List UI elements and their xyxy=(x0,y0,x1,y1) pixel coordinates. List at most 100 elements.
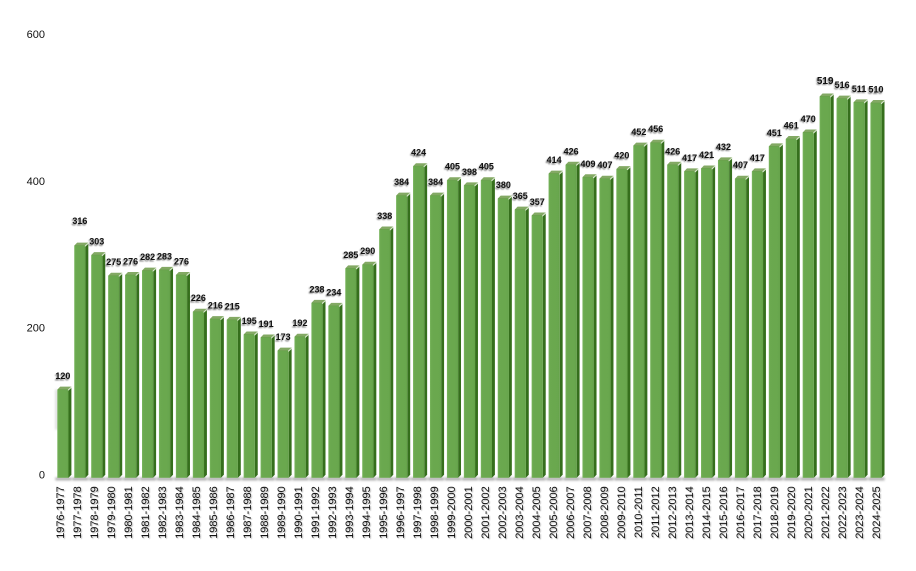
svg-text:407: 407 xyxy=(597,160,612,170)
svg-text:2004-2005: 2004-2005 xyxy=(531,486,543,539)
svg-text:456: 456 xyxy=(648,124,663,134)
svg-text:432: 432 xyxy=(716,142,731,152)
svg-text:511: 511 xyxy=(852,84,867,94)
svg-text:600: 600 xyxy=(27,29,45,41)
svg-text:365: 365 xyxy=(513,191,528,201)
svg-text:285: 285 xyxy=(343,250,358,260)
svg-text:1987-1988: 1987-1988 xyxy=(242,486,254,539)
svg-text:2009-2010: 2009-2010 xyxy=(616,486,628,539)
svg-text:2008-2009: 2008-2009 xyxy=(599,486,611,539)
svg-text:470: 470 xyxy=(801,114,816,124)
svg-text:2013-2014: 2013-2014 xyxy=(684,486,696,539)
svg-text:2015-2016: 2015-2016 xyxy=(718,486,730,539)
svg-text:384: 384 xyxy=(428,177,443,187)
svg-text:2020-2021: 2020-2021 xyxy=(803,486,815,539)
svg-text:409: 409 xyxy=(581,159,596,169)
svg-text:2012-2013: 2012-2013 xyxy=(667,486,679,539)
svg-text:1979-1980: 1979-1980 xyxy=(106,486,118,539)
svg-text:516: 516 xyxy=(835,80,850,90)
svg-text:414: 414 xyxy=(547,155,562,165)
svg-text:1992-1993: 1992-1993 xyxy=(327,486,339,539)
svg-text:1990-1991: 1990-1991 xyxy=(293,486,305,539)
svg-text:1995-1996: 1995-1996 xyxy=(378,486,390,539)
svg-text:1984-1985: 1984-1985 xyxy=(191,486,203,539)
svg-text:1985-1986: 1985-1986 xyxy=(208,486,220,539)
svg-text:173: 173 xyxy=(276,332,291,342)
svg-text:226: 226 xyxy=(191,293,206,303)
svg-text:1991-1992: 1991-1992 xyxy=(310,486,322,539)
svg-text:2001-2002: 2001-2002 xyxy=(480,486,492,539)
svg-text:1976-1977: 1976-1977 xyxy=(55,486,67,539)
svg-text:398: 398 xyxy=(462,167,477,177)
svg-text:510: 510 xyxy=(869,85,884,95)
svg-text:1997-1998: 1997-1998 xyxy=(412,486,424,539)
svg-text:2024-2025: 2024-2025 xyxy=(871,486,883,539)
svg-text:452: 452 xyxy=(631,127,646,137)
svg-text:1980-1981: 1980-1981 xyxy=(123,486,135,539)
svg-text:0: 0 xyxy=(39,470,45,482)
svg-text:120: 120 xyxy=(55,371,70,381)
svg-text:1986-1987: 1986-1987 xyxy=(225,486,237,539)
svg-text:2019-2020: 2019-2020 xyxy=(786,486,798,539)
svg-text:420: 420 xyxy=(614,151,629,161)
svg-text:1981-1982: 1981-1982 xyxy=(140,486,152,539)
svg-text:2010-2011: 2010-2011 xyxy=(633,486,645,538)
svg-text:2016-2017: 2016-2017 xyxy=(735,486,747,539)
svg-text:234: 234 xyxy=(326,287,341,297)
svg-text:519: 519 xyxy=(817,76,834,87)
svg-text:407: 407 xyxy=(733,160,748,170)
svg-text:283: 283 xyxy=(157,251,172,261)
svg-text:421: 421 xyxy=(699,150,714,160)
svg-text:238: 238 xyxy=(309,284,324,294)
svg-text:2014-2015: 2014-2015 xyxy=(701,486,713,539)
svg-text:216: 216 xyxy=(208,301,223,311)
svg-text:303: 303 xyxy=(89,237,104,247)
svg-text:2005-2006: 2005-2006 xyxy=(548,486,560,539)
svg-text:461: 461 xyxy=(784,121,799,131)
svg-text:1989-1990: 1989-1990 xyxy=(276,486,288,539)
svg-text:405: 405 xyxy=(479,162,494,172)
svg-text:2021-2022: 2021-2022 xyxy=(820,486,832,539)
svg-text:357: 357 xyxy=(530,197,545,207)
svg-text:400: 400 xyxy=(27,176,45,188)
svg-text:2011-2012: 2011-2012 xyxy=(650,486,662,538)
svg-text:1982-1983: 1982-1983 xyxy=(157,486,169,539)
svg-text:405: 405 xyxy=(445,162,460,172)
svg-text:380: 380 xyxy=(496,180,511,190)
svg-text:1994-1995: 1994-1995 xyxy=(361,486,373,539)
svg-text:424: 424 xyxy=(411,148,426,158)
svg-text:276: 276 xyxy=(174,257,189,267)
svg-text:1977-1978: 1977-1978 xyxy=(72,486,84,539)
svg-text:417: 417 xyxy=(750,153,765,163)
svg-text:2007-2008: 2007-2008 xyxy=(582,486,594,539)
svg-text:2023-2024: 2023-2024 xyxy=(854,486,866,539)
svg-text:1983-1984: 1983-1984 xyxy=(174,486,186,539)
svg-text:2017-2018: 2017-2018 xyxy=(752,486,764,539)
svg-text:2018-2019: 2018-2019 xyxy=(769,486,781,539)
svg-text:451: 451 xyxy=(767,128,782,138)
svg-text:1996-1997: 1996-1997 xyxy=(395,486,407,539)
svg-text:282: 282 xyxy=(140,252,155,262)
svg-text:426: 426 xyxy=(564,146,579,156)
svg-text:2000-2001: 2000-2001 xyxy=(463,486,475,539)
svg-text:2006-2007: 2006-2007 xyxy=(565,486,577,539)
svg-text:195: 195 xyxy=(242,316,257,326)
svg-text:290: 290 xyxy=(360,246,375,256)
svg-text:338: 338 xyxy=(377,211,392,221)
svg-text:1978-1979: 1978-1979 xyxy=(89,486,101,539)
svg-text:191: 191 xyxy=(259,319,274,329)
svg-text:384: 384 xyxy=(394,177,409,187)
svg-text:2002-2003: 2002-2003 xyxy=(497,486,509,539)
svg-text:1988-1989: 1988-1989 xyxy=(259,486,271,539)
svg-text:215: 215 xyxy=(225,301,240,311)
svg-text:276: 276 xyxy=(123,257,138,267)
svg-text:426: 426 xyxy=(665,146,680,156)
svg-text:2003-2004: 2003-2004 xyxy=(514,486,526,539)
svg-text:417: 417 xyxy=(682,153,697,163)
svg-text:192: 192 xyxy=(293,318,308,328)
svg-text:1999-2000: 1999-2000 xyxy=(446,486,458,539)
svg-text:2022-2023: 2022-2023 xyxy=(837,486,849,539)
svg-text:275: 275 xyxy=(106,257,121,267)
svg-text:1998-1999: 1998-1999 xyxy=(429,486,441,539)
svg-text:1993-1994: 1993-1994 xyxy=(344,486,356,539)
